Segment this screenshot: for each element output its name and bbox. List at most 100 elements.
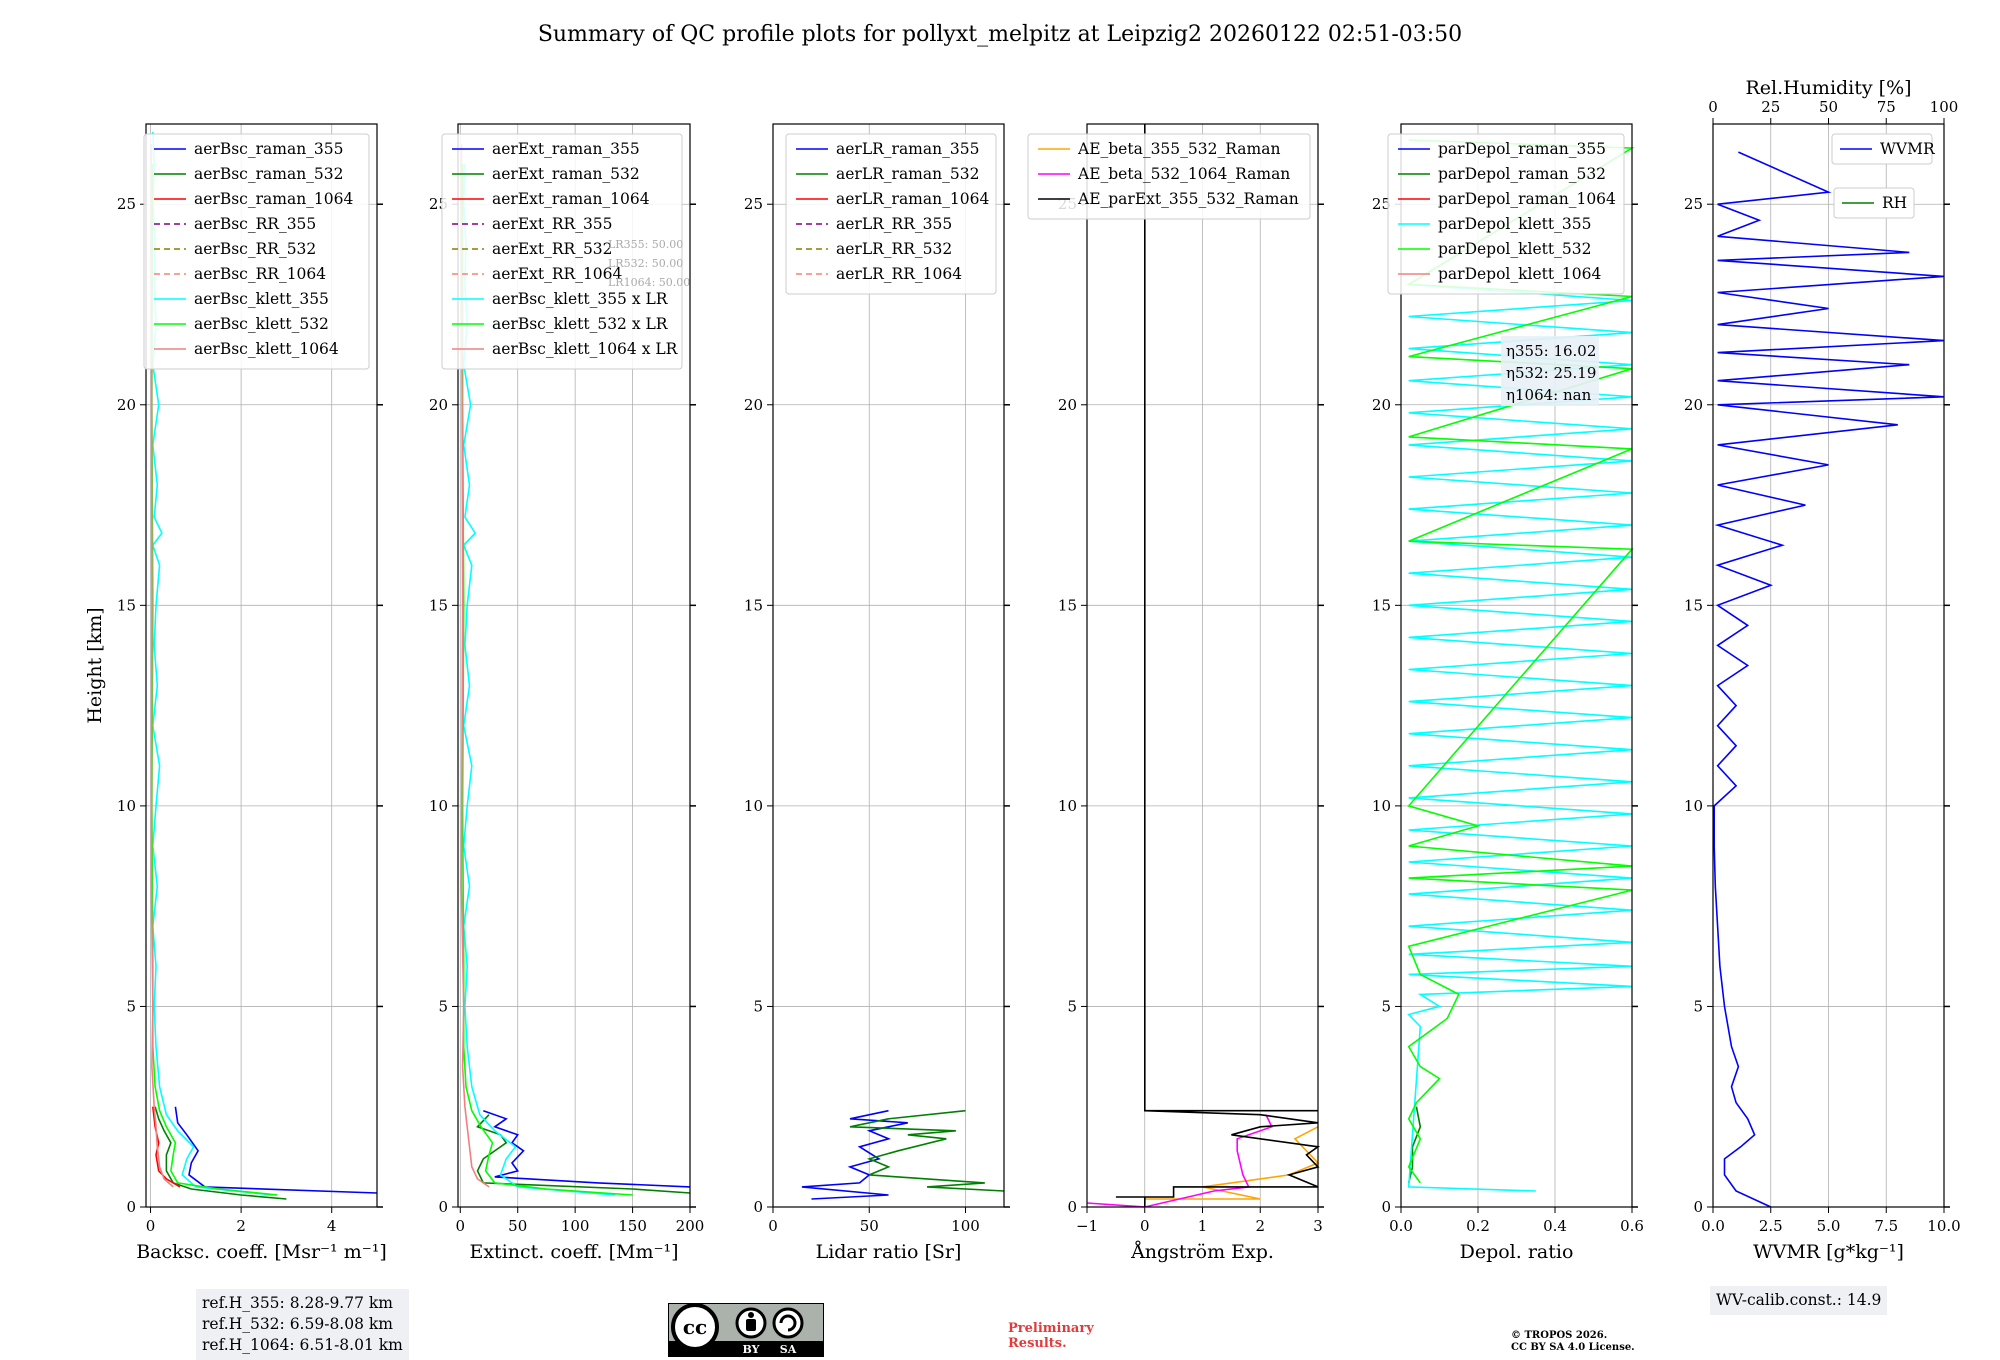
y-tick-label: 25: [1684, 195, 1703, 213]
y-tick-label: 10: [744, 797, 763, 815]
y-tick-label: 10: [1372, 797, 1391, 815]
x-tick-label: 0.6: [1620, 1217, 1644, 1235]
legend: aerLR_raman_355 aerLR_raman_532 aerLR_rama…: [785, 133, 997, 295]
legend-label: WVMR: [1880, 140, 1936, 158]
legend-rh: RH: [1833, 187, 1915, 219]
y-tick-label: 15: [1058, 596, 1077, 614]
panel-depolarization: 0.0 0.2 0.4 0.6 0 5 10 15 20 25 Depol. ratio parDep…: [1372, 123, 1644, 1263]
series-line-parDepol-raman-532: [1407, 1106, 1422, 1184]
ref-height-532: ref.H_532: 6.59-8.08 km: [202, 1315, 393, 1333]
x-tick-label: 4: [327, 1217, 337, 1235]
legend-label: aerExt_RR_1064: [492, 265, 623, 283]
x-tick-label: 50: [508, 1217, 527, 1235]
wv-calibration-box: WV-calib.const.: 14.9: [1710, 1286, 1888, 1315]
x-tick-label: 0: [768, 1217, 778, 1235]
x2-tick-label: 25: [1761, 98, 1780, 116]
y-tick-label: 0: [126, 1198, 136, 1216]
y-tick-label: 5: [1381, 997, 1391, 1015]
legend-label: aerExt_RR_355: [492, 215, 613, 233]
plot-frame: [772, 123, 1005, 1208]
x-tick-label: 2: [236, 1217, 246, 1235]
legend-label: aerBsc_RR_355: [194, 215, 316, 233]
copyright-note: © TROPOS 2026. CC BY SA 4.0 License.: [1511, 1330, 1635, 1354]
y-tick-label: 20: [429, 396, 448, 414]
legend-label: aerBsc_klett_1064: [194, 340, 339, 358]
lr-annotation: LR532: 50.00: [608, 257, 683, 270]
legend-label: RH: [1882, 194, 1907, 212]
x-tick-label: 3: [1313, 1217, 1323, 1235]
x-tick-label: 1: [1198, 1217, 1208, 1235]
legend-label: aerBsc_klett_532: [194, 315, 329, 333]
x-tick-label: 5.0: [1817, 1217, 1841, 1235]
series-line-AE-parExt-355-532-Raman: [1115, 124, 1321, 1207]
series-line-aerBsc-raman-355: [174, 1106, 378, 1194]
legend-label: AE_beta_355_532_Raman: [1077, 140, 1280, 158]
x-tick-label: 0.0: [1389, 1217, 1413, 1235]
legend-label: aerLR_RR_1064: [836, 265, 962, 283]
series-line-aerBsc-raman-1064: [152, 1106, 181, 1188]
y-tick-label: 25: [117, 195, 136, 213]
y-tick-label: 0: [1693, 1198, 1703, 1216]
x-tick-label: 0.0: [1701, 1217, 1725, 1235]
legend-box: [785, 133, 997, 295]
legend-wvmr: WVMR: [1831, 133, 1936, 165]
y-tick-label: 0: [1067, 1198, 1077, 1216]
series-line-aerLR-raman-532: [849, 1109, 1005, 1192]
legend-label: aerBsc_klett_355 x LR: [492, 290, 669, 308]
preliminary-line-1: Preliminary: [1008, 1321, 1094, 1336]
legend-label: aerExt_raman_1064: [492, 190, 650, 208]
legend-label: parDepol_klett_1064: [1438, 265, 1601, 283]
figure-title: Summary of QC profile plots for pollyxt_…: [537, 22, 1463, 47]
y-tick-label: 0: [753, 1198, 763, 1216]
legend-box: [1027, 133, 1311, 220]
x-tick-label: 2: [1255, 1217, 1265, 1235]
ref-height-355: ref.H_355: 8.28-9.77 km: [202, 1294, 393, 1312]
legend-label: aerBsc_klett_532 x LR: [492, 315, 669, 333]
y-tick-label: 5: [1067, 997, 1077, 1015]
legend-label: aerBsc_klett_355: [194, 290, 329, 308]
y-axis-label: Height [km]: [84, 607, 106, 723]
legend-label: aerBsc_raman_532: [194, 165, 344, 183]
y-tick-label: 5: [126, 997, 136, 1015]
series-line-WVMR: [1713, 151, 1945, 1208]
legend-label: parDepol_klett_355: [1438, 215, 1591, 233]
series-line-aerExt-raman-355: [483, 1109, 691, 1188]
y-tick-label: 10: [1058, 797, 1077, 815]
legend: aerBsc_raman_355 aerBsc_raman_532 aerBsc_r…: [143, 133, 370, 370]
panel-water_vapor: 0.0 2.5 5.0 7.5 10.0 0 5 10 15 20 25 WVMR [g*kg⁻¹] W…: [1684, 77, 1961, 1263]
x-tick-label: 10.0: [1927, 1217, 1960, 1235]
sa-label: SA: [780, 1343, 797, 1356]
eta-box: [1501, 336, 1599, 406]
legend-box: [1387, 133, 1625, 295]
legend-label: aerExt_RR_532: [492, 240, 613, 258]
panel-backscatter: 0 2 4 0 5 10 15 20 25 Backsc. coeff. [Msr⁻¹ m⁻¹] a…: [84, 123, 387, 1263]
x-axis-label: WVMR [g*kg⁻¹]: [1753, 1241, 1904, 1263]
plot-frame: [457, 123, 691, 1208]
plot-frame: [1400, 123, 1633, 1208]
legend-label: aerBsc_klett_1064 x LR: [492, 340, 679, 358]
cc-text: cc: [683, 1315, 707, 1339]
y-tick-label: 20: [744, 396, 763, 414]
x-tick-label: 150: [618, 1217, 647, 1235]
eta-label: η1064: nan: [1506, 386, 1592, 404]
eta-label: η355: 16.02: [1506, 342, 1596, 360]
sa-share-icon: [772, 1307, 804, 1339]
legend-label: AE_beta_532_1064_Raman: [1077, 165, 1290, 183]
x-tick-label: 200: [676, 1217, 705, 1235]
x-axis-label: Extinct. coeff. [Mm⁻¹]: [469, 1241, 678, 1263]
by-label: BY: [743, 1343, 760, 1356]
x-tick-label: 0: [1140, 1217, 1150, 1235]
y-tick-label: 10: [429, 797, 448, 815]
preliminary-results-note: Preliminary Results.: [1008, 1321, 1094, 1351]
legend-label: AE_parExt_355_532_Raman: [1077, 190, 1299, 208]
y-tick-label: 25: [744, 195, 763, 213]
series-line-aerBsc-klett-532-x-LR: [461, 164, 633, 1196]
y-tick-label: 15: [117, 596, 136, 614]
x-tick-label: 7.5: [1874, 1217, 1898, 1235]
x2-tick-label: 50: [1819, 98, 1838, 116]
legend-label: aerLR_raman_1064: [836, 190, 989, 208]
x2-axis-label: Rel.Humidity [%]: [1745, 77, 1911, 99]
cc-by-sa-license-badge: cc BY SA: [668, 1303, 824, 1357]
eta-label: η532: 25.19: [1506, 364, 1596, 382]
